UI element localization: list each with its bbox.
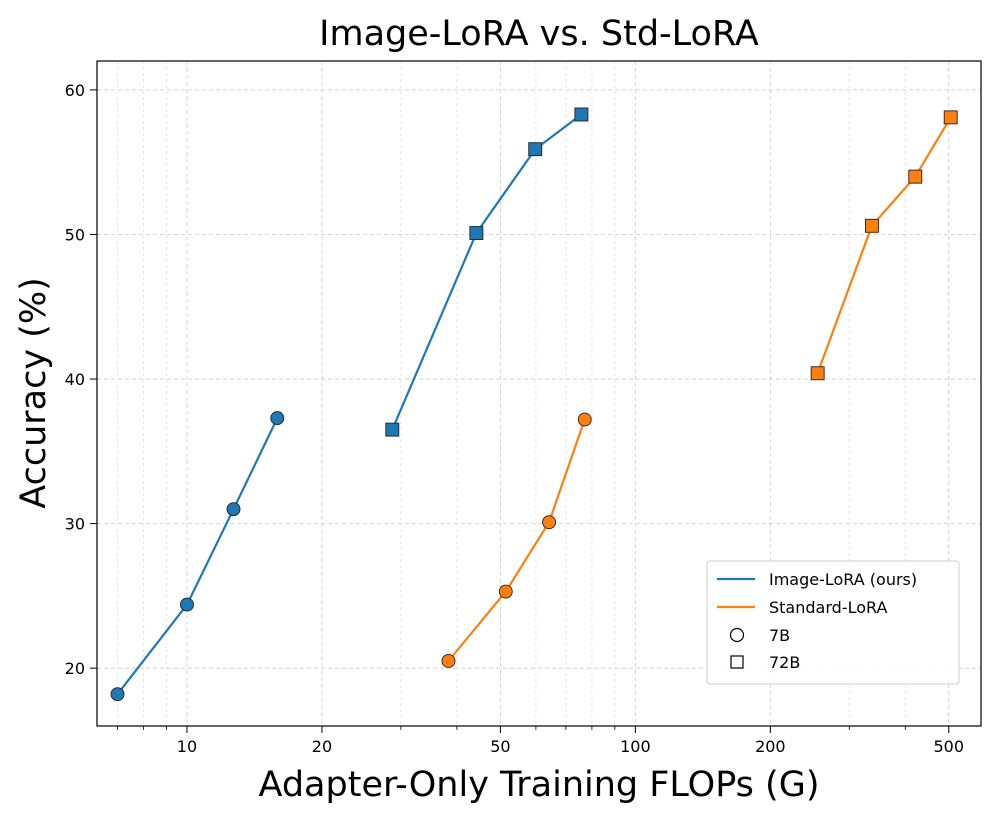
axis-ticks: 10 20 50 100 200 500 20 30 40 50 60 [65, 81, 964, 756]
series-line-standard-lora-72b [816, 116, 952, 374]
data-point-circle [577, 412, 592, 427]
x-tick-label: 10 [177, 737, 197, 756]
x-tick-label: 100 [620, 737, 651, 756]
y-tick-label: 60 [65, 81, 85, 100]
y-axis-label: Accuracy (%) [14, 277, 54, 508]
data-point-square [574, 107, 589, 122]
x-tick-label: 500 [933, 737, 964, 756]
legend-marker-square-icon [730, 655, 744, 669]
data-point-square [864, 218, 879, 233]
legend-marker-circle-icon [729, 627, 745, 643]
legend-label-72b: 72B [769, 653, 800, 672]
y-tick-label: 40 [65, 370, 85, 389]
legend-box [706, 560, 960, 685]
data-point-square [385, 422, 400, 437]
x-tick-label: 20 [312, 737, 332, 756]
data-point-square [908, 169, 923, 184]
x-tick-label: 200 [755, 737, 786, 756]
data-point-circle [441, 653, 456, 668]
x-tick-label: 50 [490, 737, 510, 756]
series [110, 107, 958, 702]
y-tick-label: 30 [65, 515, 85, 534]
data-point-square [943, 110, 958, 125]
series-standard-lora-72b [810, 110, 958, 381]
data-point-circle [270, 411, 285, 426]
data-point-circle [110, 687, 125, 702]
series-image-lora-72b [385, 107, 589, 437]
x-axis-label: Adapter-Only Training FLOPs (G) [259, 765, 820, 805]
data-point-circle [542, 515, 557, 530]
series-line-standard-lora-7b [447, 419, 586, 662]
data-point-square [469, 226, 484, 240]
series-standard-lora-7b [441, 412, 592, 668]
series-line-image-lora-72b [391, 113, 583, 431]
data-point-circle [180, 597, 194, 612]
chart-title: Image-LoRA vs. Std-LoRA [319, 14, 759, 54]
legend-label-7b: 7B [769, 626, 790, 645]
data-point-square [810, 366, 825, 381]
plot-frame [96, 60, 982, 727]
y-tick-label: 20 [65, 659, 85, 678]
grid [97, 61, 981, 726]
data-point-circle [498, 584, 513, 599]
series-image-lora-7b [110, 411, 285, 702]
data-point-square [528, 142, 543, 157]
legend-label-image-lora: Image-LoRA (ours) [769, 570, 917, 589]
y-tick-label: 50 [65, 225, 85, 244]
data-point-circle [226, 502, 241, 517]
legend-label-standard-lora: Standard-LoRA [769, 598, 887, 617]
legend: Image-LoRA (ours) Standard-LoRA 7B 72B [706, 560, 960, 685]
series-line-image-lora-7b [116, 417, 279, 695]
